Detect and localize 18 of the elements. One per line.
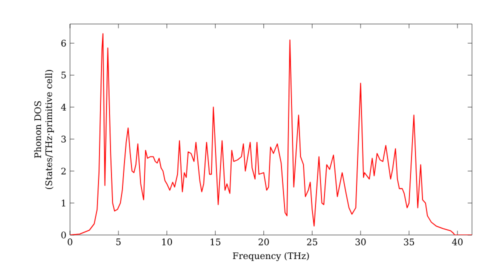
y-tick-label: 0: [61, 232, 66, 238]
x-tick-label: 35: [404, 238, 414, 246]
y-tick-label: 1: [62, 200, 66, 206]
x-tick-label: 5: [116, 238, 121, 246]
y-axis-title: Phonon DOS (States/THz·primitive cell): [34, 70, 54, 190]
y-tick-label: 4: [61, 104, 66, 110]
y-tick-label: 3: [61, 136, 66, 142]
y-tick-label: 5: [62, 72, 66, 78]
x-tick-label: 30: [356, 238, 366, 246]
x-tick-label: 0: [68, 238, 72, 246]
y-tick-label: 6: [61, 40, 66, 47]
x-tick-label: 40: [452, 238, 463, 246]
y-tick-label: 2: [61, 168, 66, 174]
x-axis-title: Frequency (THz): [232, 252, 309, 262]
x-tick-label: 20: [258, 238, 269, 246]
x-tick-label: 10: [162, 238, 172, 246]
x-tick-label: 25: [307, 238, 318, 246]
x-tick-label: 15: [210, 238, 220, 246]
